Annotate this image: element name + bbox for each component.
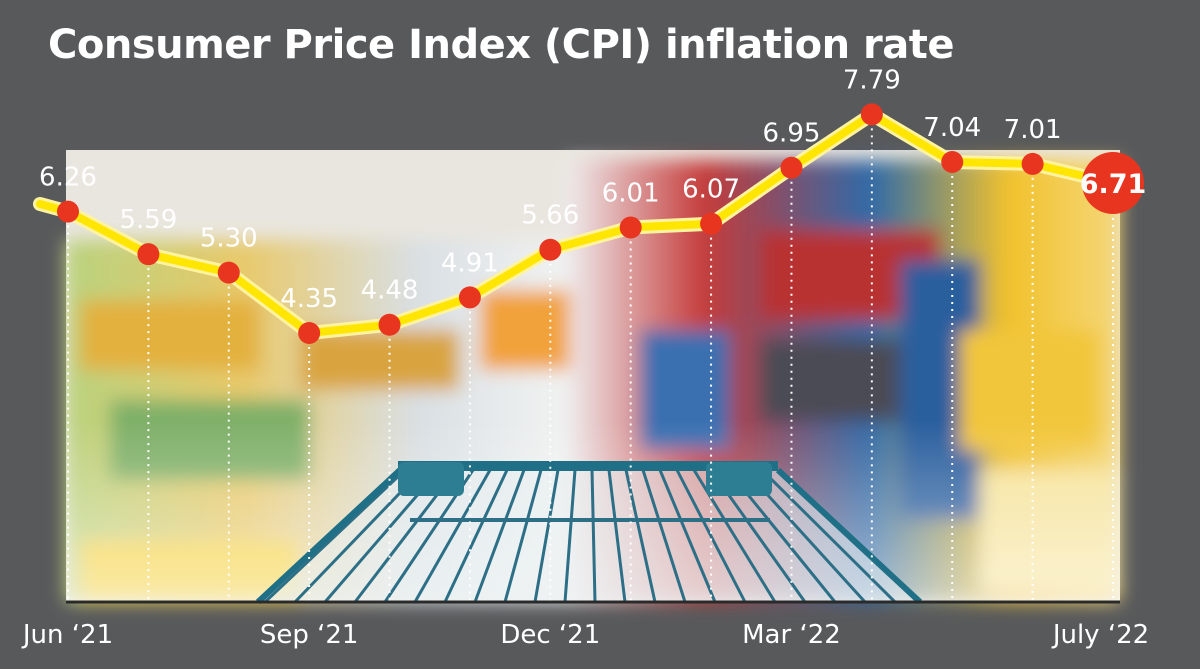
- data-point: [539, 238, 562, 261]
- data-point: [941, 151, 964, 174]
- data-label: 5.66: [521, 201, 579, 231]
- data-label: 7.01: [1004, 115, 1062, 145]
- x-tick-label: Mar ‘22: [742, 620, 841, 650]
- data-point: [298, 322, 321, 344]
- data-point: [700, 212, 723, 235]
- data-label: 5.30: [200, 224, 258, 254]
- data-label: 5.59: [119, 205, 177, 235]
- data-point: [378, 313, 401, 336]
- data-point: [57, 200, 79, 223]
- data-point: [1021, 152, 1044, 175]
- cart-wire: [607, 469, 627, 603]
- cart-wire: [624, 469, 657, 603]
- cart-wire: [563, 469, 577, 603]
- data-label: 7.79: [843, 65, 901, 95]
- x-tick-label: July ‘22: [1051, 620, 1149, 650]
- data-label: 6.01: [602, 178, 660, 208]
- cart-wire: [413, 469, 492, 603]
- data-points: [57, 103, 1144, 344]
- data-label: 6.26: [39, 163, 97, 193]
- data-point: [860, 103, 883, 126]
- gridlines: [67, 114, 1114, 602]
- data-label: 4.91: [441, 248, 499, 278]
- data-label: 7.04: [923, 113, 981, 143]
- data-point: [217, 261, 240, 284]
- x-tick-label: Jun ‘21: [21, 620, 113, 650]
- cart-wire: [590, 469, 597, 603]
- data-point: [619, 216, 642, 239]
- data-label-highlight: 6.71: [1080, 169, 1147, 200]
- data-label: 6.95: [763, 119, 821, 149]
- cart-wire: [473, 469, 526, 603]
- cart-wire: [503, 469, 543, 603]
- data-point: [780, 156, 803, 179]
- data-point: [137, 243, 160, 266]
- cart-wire: [533, 469, 560, 603]
- data-label: 6.07: [682, 175, 740, 205]
- cart-wire: [641, 469, 687, 603]
- cart-wire: [675, 469, 747, 603]
- x-tick-label: Dec ‘21: [500, 620, 600, 650]
- data-labels: 6.26 5.59 5.30 4.35 4.48 4.91 5.66 6.01 6.07 6.95…: [39, 65, 1146, 314]
- cart-wire: [443, 469, 509, 603]
- x-tick-labels: Jun ‘21 Sep ‘21 Dec ‘21 Mar ‘22 July ‘22: [21, 620, 1149, 650]
- data-point: [458, 286, 481, 309]
- cart-wire: [658, 469, 717, 603]
- data-label: 4.48: [361, 276, 419, 306]
- x-tick-label: Sep ‘21: [260, 620, 359, 650]
- cart-wire: [263, 468, 407, 604]
- data-point-highlight: [1082, 151, 1144, 214]
- data-label: 4.35: [280, 284, 338, 314]
- cart-wire: [760, 468, 897, 604]
- chart-title: Consumer Price Index (CPI) inflation rat…: [48, 22, 954, 68]
